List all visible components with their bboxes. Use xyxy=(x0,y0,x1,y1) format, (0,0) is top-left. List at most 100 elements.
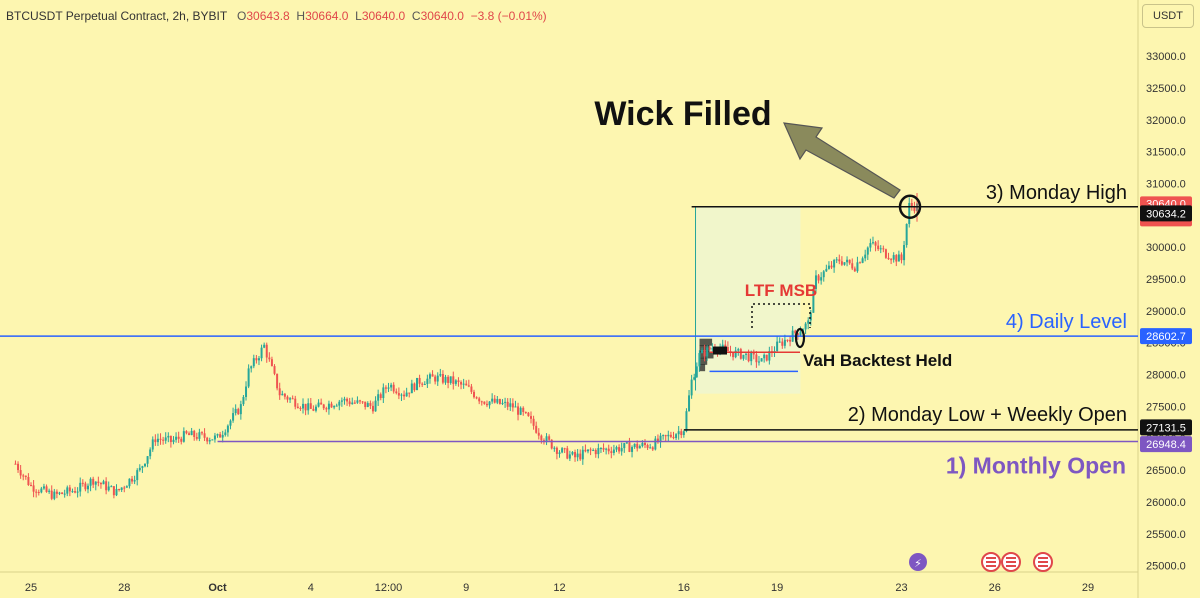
candle-body xyxy=(17,463,20,471)
candle-body xyxy=(81,482,84,484)
candle-body xyxy=(335,405,338,407)
candle-body xyxy=(86,485,89,490)
candle-body xyxy=(24,475,27,477)
candle-body xyxy=(693,377,696,380)
candle-body xyxy=(566,448,569,459)
candle-body xyxy=(371,405,374,412)
candle-body xyxy=(317,402,320,407)
candle-body xyxy=(356,400,359,403)
candle-body xyxy=(206,437,209,442)
monday-high-tag-text: 30634.2 xyxy=(1146,208,1186,220)
candle-body xyxy=(299,408,302,410)
y-tick-label: 27500.0 xyxy=(1146,401,1186,413)
candle-body xyxy=(61,492,64,494)
candle-body xyxy=(747,353,750,362)
candle-body xyxy=(320,402,323,405)
candle-body xyxy=(809,312,812,321)
candle-body xyxy=(864,254,867,259)
candle-body xyxy=(563,448,566,450)
monday-low-tag xyxy=(1140,419,1192,436)
candle-body xyxy=(120,487,123,490)
candle-body xyxy=(745,353,748,355)
y-tick-label: 31500.0 xyxy=(1146,147,1186,159)
candle-body xyxy=(571,452,574,455)
candle-body xyxy=(859,262,862,264)
candle-body xyxy=(768,351,771,361)
candle-body xyxy=(353,402,356,404)
candle-body xyxy=(379,394,382,399)
candle-body xyxy=(221,434,224,438)
y-tick-label: 26500.0 xyxy=(1146,465,1186,477)
candle-body xyxy=(99,482,102,485)
candle-body xyxy=(848,259,851,264)
close-label: C xyxy=(411,9,421,23)
open-value: 30643.8 xyxy=(246,9,290,23)
candle-body xyxy=(799,331,802,336)
candle-body xyxy=(589,449,592,451)
candle-body xyxy=(105,481,108,491)
candle-body xyxy=(416,377,419,391)
candle-body xyxy=(193,430,196,437)
flag-stripe xyxy=(1038,557,1048,559)
x-tick-label: Oct xyxy=(208,582,227,594)
candle-body xyxy=(610,451,613,453)
candle-body xyxy=(574,452,577,458)
candle-body xyxy=(71,491,74,493)
candle-body xyxy=(651,447,654,450)
currency-button[interactable]: USDT xyxy=(1142,4,1194,28)
candle-body xyxy=(397,393,400,396)
candle-body xyxy=(444,376,447,383)
candle-body xyxy=(882,248,885,250)
candle-body xyxy=(449,376,452,383)
candle-body xyxy=(167,435,170,438)
candle-body xyxy=(182,431,185,442)
ltf-msb-label: LTF MSB xyxy=(745,281,817,300)
candle-body xyxy=(553,447,556,449)
monday-high-tag xyxy=(1140,205,1192,222)
candle-body xyxy=(667,434,670,437)
candle-body xyxy=(760,358,763,362)
candle-body xyxy=(887,257,890,260)
candle-body xyxy=(752,352,755,355)
candle-body xyxy=(22,475,25,477)
candle-body xyxy=(504,401,507,403)
candle-body xyxy=(351,402,354,405)
candle-body xyxy=(296,406,299,409)
candle-body xyxy=(286,396,289,400)
candle-body xyxy=(447,376,450,383)
y-tick-label: 31000.0 xyxy=(1146,178,1186,190)
lightning-icon[interactable] xyxy=(909,553,927,571)
candle-body xyxy=(159,438,162,440)
candle-body xyxy=(84,483,87,490)
candle-body xyxy=(843,262,846,265)
candle-body xyxy=(540,435,543,441)
candle-body xyxy=(439,374,442,376)
candle-body xyxy=(750,352,753,362)
candle-body xyxy=(820,277,823,281)
candle-body xyxy=(711,348,714,350)
candle-body xyxy=(794,330,797,334)
candle-body xyxy=(291,398,294,400)
candle-body xyxy=(592,450,595,452)
candle-body xyxy=(169,435,172,443)
candle-body xyxy=(605,448,608,450)
candle-body xyxy=(726,347,729,352)
candle-body xyxy=(110,486,113,488)
candle-body xyxy=(89,478,92,486)
candle-body xyxy=(216,434,219,436)
candle-body xyxy=(869,243,872,248)
candle-body xyxy=(237,408,240,415)
y-tick-label: 28000.0 xyxy=(1146,370,1186,382)
candle-body xyxy=(778,341,781,343)
candle-body xyxy=(680,431,683,436)
candle-body xyxy=(338,401,341,406)
candle-body xyxy=(270,359,273,367)
candle-body xyxy=(294,398,297,407)
candle-body xyxy=(242,397,245,405)
candle-body xyxy=(732,352,735,358)
candle-body xyxy=(561,448,564,453)
candle-body xyxy=(180,438,183,442)
candle-body xyxy=(436,375,439,382)
candle-body xyxy=(607,448,610,452)
